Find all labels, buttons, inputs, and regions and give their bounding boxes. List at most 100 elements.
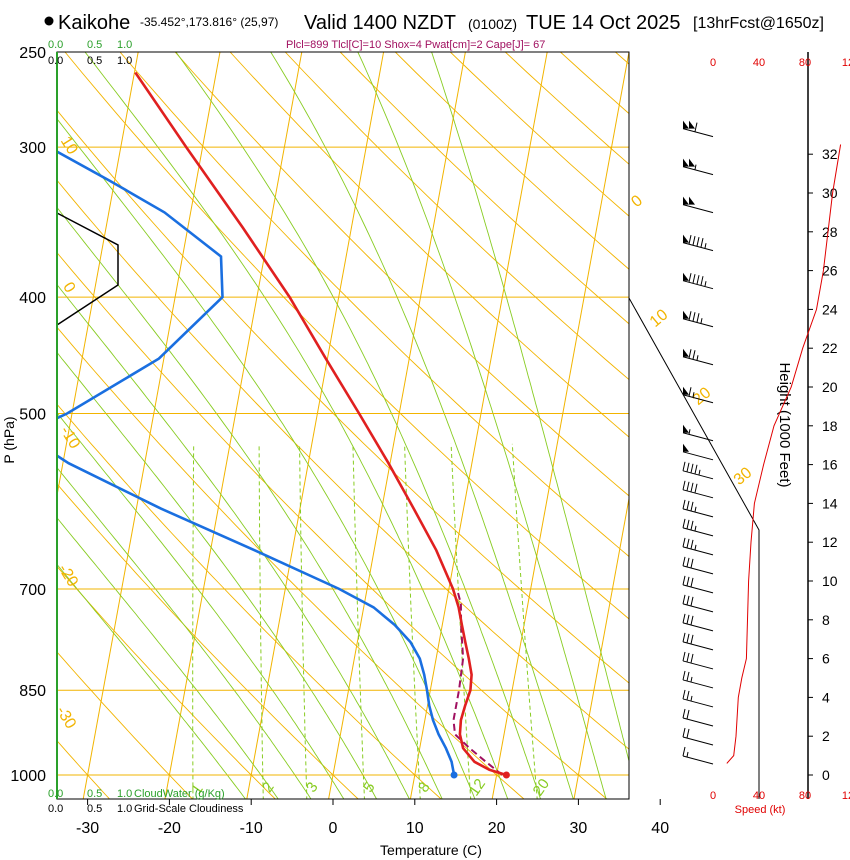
moist-adiabat xyxy=(57,118,476,799)
wind-barb-feather xyxy=(696,313,700,323)
wind-barb-shaft xyxy=(682,565,714,575)
wind-barb-half-feather xyxy=(704,281,707,287)
wind-barb-shaft xyxy=(682,641,714,651)
wind-barb xyxy=(682,120,714,138)
wind-barb-feather xyxy=(688,235,692,245)
wind-barb xyxy=(682,613,714,632)
wind-barb-pennant xyxy=(689,158,695,167)
station-dot xyxy=(44,16,54,26)
temperature-tick-label: 10 xyxy=(406,820,424,837)
wind-barb-feather xyxy=(690,501,694,511)
wind-barb-feather xyxy=(686,728,690,739)
surface-dewpoint-marker xyxy=(450,771,458,779)
wind-barb-feather xyxy=(686,690,690,701)
valid-date: TUE 14 Oct 2025 xyxy=(526,12,681,34)
wind-barb xyxy=(682,480,714,499)
pressure-tick-label: 1000 xyxy=(10,768,46,785)
wind-barb-half-feather xyxy=(692,392,695,398)
speed-tick-bottom: 0 xyxy=(710,790,716,802)
dry-adiabat xyxy=(57,179,629,750)
pressure-tick-label: 400 xyxy=(19,290,46,307)
wind-barb-feather xyxy=(688,387,692,397)
wind-barb-feather xyxy=(686,519,690,529)
speed-tick-top: 0 xyxy=(710,57,716,69)
height-tick-label: 8 xyxy=(822,612,830,628)
wind-barb xyxy=(682,499,714,518)
wind-barb-feather xyxy=(686,671,690,682)
wind-barb-half-feather xyxy=(694,525,697,531)
isotherm xyxy=(491,52,629,799)
moist-adiabat xyxy=(57,466,312,799)
wind-barb-shaft xyxy=(682,603,714,613)
temperature-tick-label: -10 xyxy=(240,820,263,837)
utc-time: (0100Z) xyxy=(468,16,517,32)
cloud-water-tick-top: 0.5 xyxy=(87,39,102,51)
wind-barb-pennant xyxy=(689,196,695,205)
wind-barb xyxy=(682,310,714,328)
moist-adiabat xyxy=(84,52,509,799)
cloudiness-tick-top: 0.0 xyxy=(48,55,63,67)
speed-tick-bottom: 40 xyxy=(753,790,765,802)
forecast-hour: [13hrFcst@1650z] xyxy=(693,15,824,32)
wind-barb-feather xyxy=(696,275,700,285)
wind-barb-feather xyxy=(682,537,686,547)
wind-barb xyxy=(682,708,714,727)
temperature-tick-label: -20 xyxy=(158,820,181,837)
wind-barb-half-feather xyxy=(704,243,707,249)
pressure-tick-label: 700 xyxy=(19,582,46,599)
wind-barb xyxy=(682,461,714,480)
wind-barb-pennant xyxy=(683,158,689,167)
temperature-tick-label: 0 xyxy=(329,820,338,837)
wind-barb-feather xyxy=(682,499,686,509)
height-tick-label: 14 xyxy=(822,495,838,511)
wind-barb-pennant xyxy=(683,310,689,319)
isotherm xyxy=(246,52,385,799)
height-tick-label: 22 xyxy=(822,340,838,356)
wind-panel-boundary xyxy=(628,297,760,799)
wind-barb-shaft xyxy=(682,432,714,442)
moist-adiabat xyxy=(431,52,629,763)
height-tick-label: 28 xyxy=(822,224,838,240)
wind-barb-feather xyxy=(692,350,696,360)
wind-barb-shaft xyxy=(682,584,714,594)
valid-time: Valid 1400 NZDT xyxy=(304,12,456,34)
wind-barb-feather xyxy=(690,539,694,549)
dry-adiabat xyxy=(394,52,629,270)
cloudiness-tick-top: 0.5 xyxy=(87,55,102,67)
wind-barb-shaft xyxy=(682,660,714,670)
height-tick-label: 30 xyxy=(822,185,838,201)
wind-barb-shaft xyxy=(682,318,714,328)
wind-barb xyxy=(682,632,714,651)
wind-barb-pennant xyxy=(683,196,689,205)
dry-adiabat xyxy=(614,52,629,65)
moist-adiabat xyxy=(57,563,247,799)
cloud-water-tick-bottom: 0.0 xyxy=(48,788,63,800)
station-name: Kaikohe xyxy=(58,12,130,34)
wind-barb xyxy=(682,689,714,708)
wind-barb-half-feather xyxy=(696,355,699,361)
wind-barb-shaft xyxy=(682,679,714,689)
temperature-tick-label: 30 xyxy=(570,820,588,837)
wind-barb-feather xyxy=(682,689,686,700)
isotherm xyxy=(656,31,797,801)
wind-barb xyxy=(682,424,714,442)
wind-barb xyxy=(682,272,714,290)
wind-barb-feather xyxy=(686,633,690,644)
height-tick-label: 16 xyxy=(822,457,838,473)
wind-barb-half-feather xyxy=(690,676,693,683)
moist-adiabat xyxy=(57,412,345,799)
wind-barb-feather xyxy=(682,632,686,643)
station-coords: -35.452°,173.816° (25,97) xyxy=(140,15,278,29)
pressure-tick-label: 300 xyxy=(19,140,46,157)
mixing-ratio-line xyxy=(258,443,264,799)
speed-tick-top: 12 xyxy=(842,57,850,69)
dry-adiabat xyxy=(57,251,608,799)
isotherm-label: -10 xyxy=(56,423,83,452)
wind-barb-feather xyxy=(682,727,686,738)
dry-adiabat xyxy=(64,52,629,620)
wind-barb-pennant xyxy=(683,234,689,243)
dry-adiabat xyxy=(57,109,629,684)
isotherm xyxy=(573,495,629,799)
stability-indices: Plcl=899 Tlcl[C]=10 Shox=4 Pwat[cm]=2 Ca… xyxy=(286,39,545,51)
